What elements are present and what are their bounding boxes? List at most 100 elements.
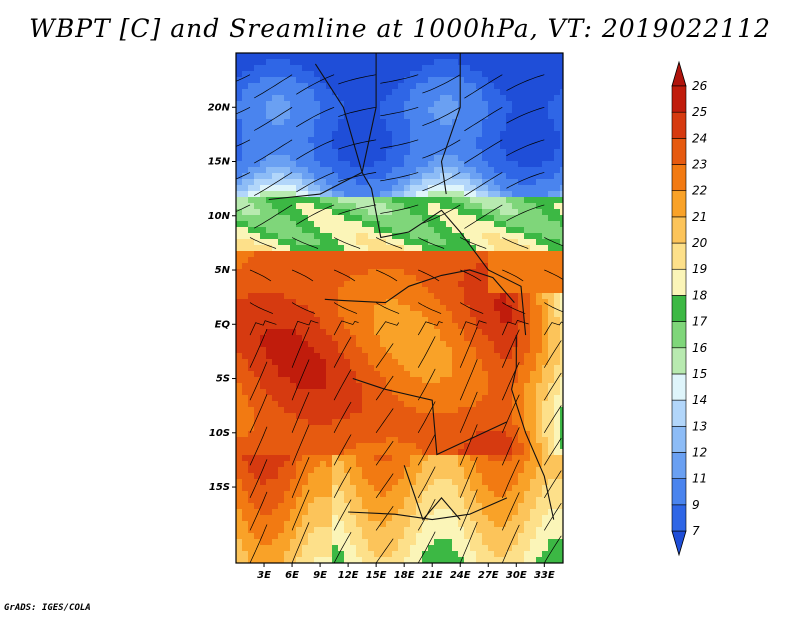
field-cell xyxy=(452,395,459,402)
field-cell xyxy=(422,479,429,486)
field-cell xyxy=(428,521,435,528)
field-cell xyxy=(338,371,345,378)
lon-tick-label: 12E xyxy=(338,570,359,581)
field-cell xyxy=(236,437,243,444)
field-cell xyxy=(374,515,381,522)
field-cell xyxy=(332,197,339,204)
field-cell xyxy=(512,71,519,78)
field-cell xyxy=(554,239,561,246)
colorbar-bin xyxy=(671,321,687,349)
field-cell xyxy=(476,383,483,390)
field-cell xyxy=(350,407,357,414)
field-cell xyxy=(416,155,423,162)
field-cell xyxy=(236,545,243,552)
field-cell xyxy=(314,509,321,516)
field-cell xyxy=(326,155,333,162)
field-cell xyxy=(554,365,561,372)
field-cell xyxy=(404,371,411,378)
field-cell xyxy=(404,401,411,408)
field-cell xyxy=(362,443,369,450)
field-cell xyxy=(386,131,393,138)
field-cell xyxy=(242,425,249,432)
field-cell xyxy=(410,557,417,563)
field-cell xyxy=(332,539,339,546)
field-cell xyxy=(314,413,321,420)
field-cell xyxy=(260,203,267,210)
field-cell xyxy=(398,185,405,192)
field-cell xyxy=(296,65,303,72)
field-cell xyxy=(434,263,441,270)
field-cell xyxy=(518,215,525,222)
field-cell xyxy=(476,359,483,366)
field-cell xyxy=(542,473,549,480)
field-cell xyxy=(362,395,369,402)
field-cell xyxy=(458,551,465,558)
field-cell xyxy=(554,119,561,126)
field-cell xyxy=(320,401,327,408)
field-cell xyxy=(374,107,381,114)
field-cell xyxy=(440,401,447,408)
field-cell xyxy=(260,503,267,510)
field-cell xyxy=(236,443,243,450)
field-cell xyxy=(482,191,489,198)
field-cell xyxy=(428,407,435,414)
field-cell xyxy=(458,263,465,270)
field-cell xyxy=(554,203,561,210)
field-cell xyxy=(422,485,429,492)
field-cell xyxy=(320,503,327,510)
field-cell xyxy=(440,119,447,126)
field-cell xyxy=(392,263,399,270)
field-cell xyxy=(488,479,495,486)
field-cell xyxy=(506,227,513,234)
field-cell xyxy=(494,485,501,492)
field-cell xyxy=(350,161,357,168)
field-cell xyxy=(314,197,321,204)
field-cell xyxy=(542,413,549,420)
field-cell xyxy=(404,221,411,228)
field-cell xyxy=(398,173,405,180)
field-cell xyxy=(242,323,249,330)
field-cell xyxy=(362,221,369,228)
field-cell xyxy=(326,233,333,240)
field-cell xyxy=(332,101,339,108)
field-cell xyxy=(434,473,441,480)
field-cell xyxy=(482,299,489,306)
field-cell xyxy=(446,191,453,198)
field-cell xyxy=(398,425,405,432)
field-cell xyxy=(326,311,333,318)
grads-credit: GrADS: IGES/COLA xyxy=(4,603,91,613)
field-cell xyxy=(506,317,513,324)
field-cell xyxy=(266,155,273,162)
field-cell xyxy=(464,359,471,366)
field-cell xyxy=(248,347,255,354)
field-cell xyxy=(260,287,267,294)
field-cell xyxy=(548,71,555,78)
field-cell xyxy=(302,455,309,462)
field-cell xyxy=(314,533,321,540)
field-cell xyxy=(272,305,279,312)
field-cell xyxy=(476,203,483,210)
field-cell xyxy=(518,281,525,288)
field-cell xyxy=(242,443,249,450)
field-cell xyxy=(512,263,519,270)
field-cell xyxy=(458,521,465,528)
streamline xyxy=(375,321,400,336)
field-cell xyxy=(266,341,273,348)
field-cell xyxy=(560,395,563,402)
field-cell xyxy=(386,179,393,186)
field-cell xyxy=(518,455,525,462)
field-cell xyxy=(482,119,489,126)
field-cell xyxy=(386,389,393,396)
field-cell xyxy=(542,545,549,552)
field-cell xyxy=(398,227,405,234)
field-cell xyxy=(524,131,531,138)
field-cell xyxy=(530,209,537,216)
field-cell xyxy=(554,137,561,144)
field-cell xyxy=(356,251,363,258)
field-cell xyxy=(536,353,543,360)
field-cell xyxy=(356,455,363,462)
field-cell xyxy=(422,59,429,66)
field-cell xyxy=(434,377,441,384)
streamline xyxy=(249,394,268,433)
field-cell xyxy=(278,305,285,312)
